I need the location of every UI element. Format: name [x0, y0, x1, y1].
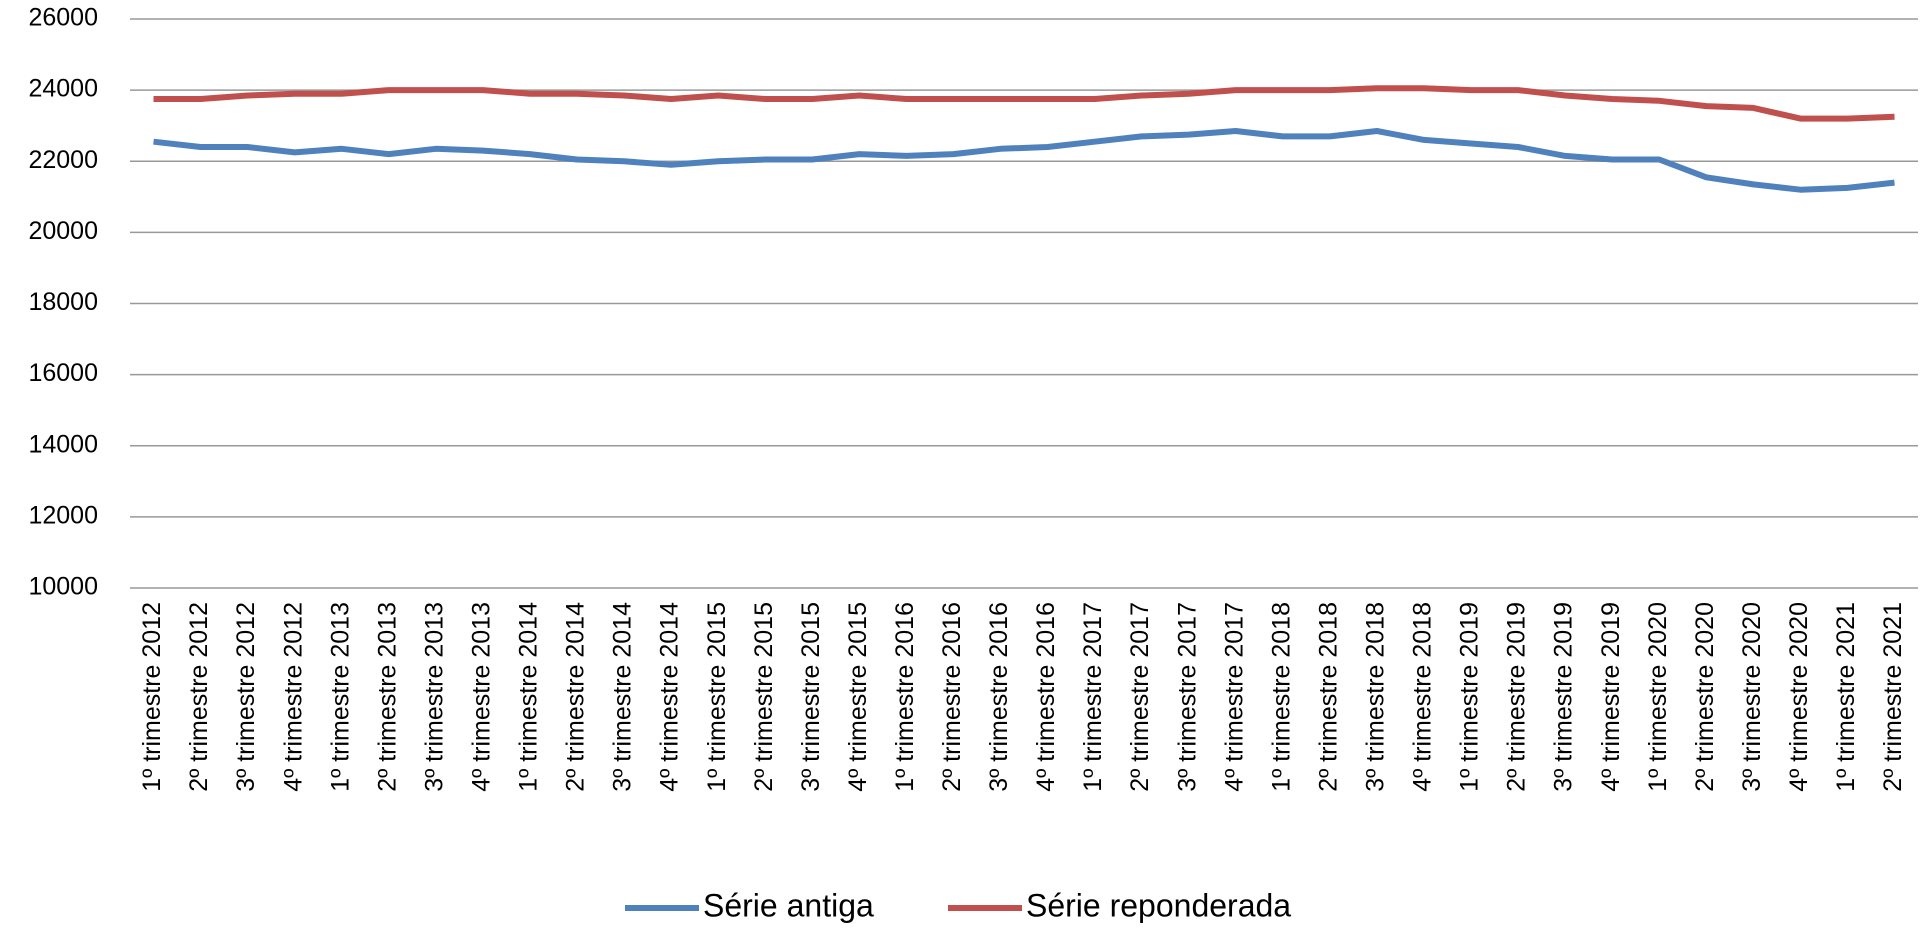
x-tick-label: 2º trimestre 2019: [1503, 602, 1531, 792]
x-tick-label: 3º trimestre 2019: [1550, 602, 1578, 792]
x-tick-label: 3º trimestre 2018: [1362, 602, 1390, 792]
x-tick-label: 1º trimestre 2017: [1079, 602, 1107, 792]
x-tick-label: 4º trimestre 2016: [1032, 602, 1060, 792]
y-tick-label: 16000: [28, 359, 98, 387]
x-tick-label: 2º trimestre 2021: [1879, 602, 1907, 792]
x-tick-label: 4º trimestre 2014: [656, 602, 684, 792]
x-tick-label: 3º trimestre 2013: [420, 602, 448, 792]
x-tick-label: 2º trimestre 2014: [562, 602, 590, 792]
series-line: [153, 85, 1895, 122]
y-tick-label: 14000: [28, 430, 98, 458]
x-tick-label: 1º trimestre 2019: [1456, 602, 1484, 792]
x-tick-label: 4º trimestre 2013: [468, 602, 496, 792]
x-tick-label: 4º trimestre 2012: [279, 602, 307, 792]
x-tick-label: 1º trimestre 2015: [703, 602, 731, 792]
x-tick-label: 4º trimestre 2017: [1220, 602, 1248, 792]
y-tick-label: 10000: [28, 573, 98, 601]
series-line: [153, 128, 1895, 193]
x-tick-label: 1º trimestre 2018: [1267, 602, 1295, 792]
y-tick-label: 22000: [28, 146, 98, 174]
legend-label: Série reponderada: [1026, 887, 1291, 923]
x-tick-label: 1º trimestre 2012: [138, 602, 166, 792]
x-tick-label: 4º trimestre 2015: [844, 602, 872, 792]
x-tick-label: 3º trimestre 2012: [232, 602, 260, 792]
x-tick-label: 3º trimestre 2020: [1738, 602, 1766, 792]
x-tick-label: 3º trimestre 2016: [985, 602, 1013, 792]
y-tick-label: 26000: [28, 4, 98, 32]
x-tick-label: 1º trimestre 2013: [326, 602, 354, 792]
x-tick-label: 2º trimestre 2015: [750, 602, 778, 792]
x-tick-label: 1º trimestre 2020: [1644, 602, 1672, 792]
x-tick-label: 1º trimestre 2016: [891, 602, 919, 792]
x-tick-label: 4º trimestre 2020: [1785, 602, 1813, 792]
x-tick-label: 1º trimestre 2021: [1832, 602, 1860, 792]
y-tick-label: 20000: [28, 217, 98, 245]
legend-label: Série antiga: [703, 887, 874, 923]
x-tick-label: 3º trimestre 2015: [797, 602, 825, 792]
x-tick-label: 2º trimestre 2016: [938, 602, 966, 792]
x-tick-label: 4º trimestre 2019: [1597, 602, 1625, 792]
x-tick-label: 2º trimestre 2013: [373, 602, 401, 792]
x-tick-label: 2º trimestre 2018: [1314, 602, 1342, 792]
x-tick-label: 3º trimestre 2017: [1173, 602, 1201, 792]
x-tick-label: 3º trimestre 2014: [609, 602, 637, 792]
x-tick-label: 2º trimestre 2017: [1126, 602, 1154, 792]
y-tick-label: 24000: [28, 75, 98, 103]
y-tick-label: 18000: [28, 288, 98, 316]
x-tick-label: 2º trimestre 2020: [1691, 602, 1719, 792]
x-tick-label: 2º trimestre 2012: [185, 602, 213, 792]
x-tick-label: 1º trimestre 2014: [515, 602, 543, 792]
x-tick-label: 4º trimestre 2018: [1409, 602, 1437, 792]
y-tick-label: 12000: [28, 501, 98, 529]
